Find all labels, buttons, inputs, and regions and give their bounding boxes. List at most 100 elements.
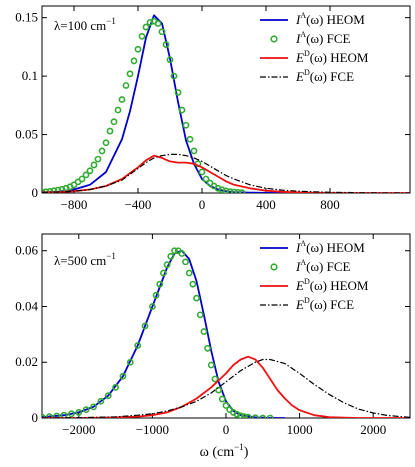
data-point	[174, 89, 182, 96]
bottom-panel: −2000 −1000 0 1000 2000 0 0.02 0.04 0.06 λ=500 cm…	[15, 233, 411, 437]
data-point	[182, 258, 189, 266]
data-point	[134, 342, 142, 349]
data-point	[122, 82, 130, 89]
data-point	[166, 56, 174, 64]
data-point	[222, 402, 230, 409]
legend-label: IA(ω) FCE	[295, 258, 350, 274]
data-point	[178, 250, 186, 257]
data-point	[252, 414, 259, 418]
y-tick-label: 0	[32, 185, 39, 200]
data-point	[226, 188, 234, 193]
data-point	[78, 175, 86, 183]
legend-label: IA(ω) HEOM	[295, 11, 365, 27]
data-point	[86, 167, 94, 175]
data-point	[170, 72, 178, 80]
data-point	[266, 414, 274, 418]
data-point	[97, 397, 105, 405]
data-point	[171, 247, 178, 255]
data-point	[90, 403, 97, 411]
data-point	[82, 406, 90, 414]
y-tick-label: 0.1	[22, 68, 38, 83]
x-tick-label: 0	[199, 197, 206, 212]
data-point	[106, 127, 114, 135]
data-point	[259, 414, 267, 418]
data-point	[167, 252, 175, 260]
panel-annotation: λ=500 cm−1	[54, 251, 116, 268]
x-tick-label: −1000	[136, 422, 169, 437]
data-point	[50, 187, 58, 193]
y-tick-label: 0.05	[15, 127, 38, 142]
y-tick-label: 0.15	[15, 10, 38, 25]
data-point	[211, 375, 219, 383]
plot-area	[42, 247, 410, 418]
x-axis-label: ω (cm−1)	[200, 442, 249, 460]
data-point	[237, 412, 245, 418]
data-point	[204, 344, 211, 352]
data-point	[222, 187, 230, 193]
legend-label: ED(ω) HEOM	[295, 277, 369, 293]
plot-area	[42, 14, 410, 193]
legend-label: IA(ω) FCE	[295, 30, 350, 46]
series-line	[42, 358, 410, 418]
y-tick-label: 0.06	[15, 243, 38, 258]
x-tick-label: −800	[61, 197, 88, 212]
data-point	[244, 413, 252, 418]
x-tick-label: 0	[223, 422, 230, 437]
data-point	[202, 175, 210, 183]
x-tick-label: −2000	[62, 422, 95, 437]
data-point	[142, 23, 150, 31]
x-tick-label: −400	[125, 197, 152, 212]
data-point	[198, 168, 206, 176]
data-point	[158, 28, 166, 36]
data-point	[146, 18, 154, 26]
data-point	[182, 121, 190, 129]
data-point	[218, 186, 226, 193]
data-point	[53, 412, 61, 418]
data-point	[207, 361, 215, 369]
data-point	[98, 147, 106, 155]
data-point	[215, 386, 223, 394]
data-point	[186, 135, 194, 143]
data-point	[193, 294, 200, 302]
data-point	[75, 409, 83, 416]
data-point	[130, 57, 138, 65]
y-tick-label: 0	[32, 410, 39, 425]
data-point	[233, 410, 241, 418]
legend: IA(ω) HEOM IA(ω) FCE ED(ω) HEOM ED(ω) FCE	[260, 239, 369, 312]
data-point	[200, 328, 208, 335]
data-point	[126, 358, 134, 366]
legend-marker	[270, 263, 278, 271]
legend: IA(ω) HEOM IA(ω) FCE ED(ω) HEOM ED(ω) FCE	[260, 11, 369, 84]
y-tick-label: 0.02	[15, 354, 38, 369]
data-point	[241, 413, 248, 418]
legend-label: IA(ω) HEOM	[295, 239, 365, 255]
data-point	[230, 188, 238, 193]
data-point	[126, 70, 134, 78]
data-point	[156, 280, 164, 288]
data-point	[234, 189, 242, 193]
data-point	[68, 410, 75, 418]
x-tick-label: 800	[320, 197, 340, 212]
data-point	[163, 261, 171, 269]
data-point	[90, 161, 98, 169]
data-point	[112, 383, 119, 391]
data-point	[162, 41, 170, 48]
data-point	[185, 269, 193, 277]
x-tick-label: 1000	[287, 422, 313, 437]
data-point	[82, 171, 90, 179]
data-point	[160, 269, 167, 277]
data-point	[94, 155, 102, 163]
x-tick-label: 400	[256, 197, 276, 212]
data-point	[178, 106, 186, 114]
data-point	[104, 392, 112, 400]
data-point	[119, 372, 127, 380]
legend-label: ED(ω) HEOM	[295, 49, 369, 65]
legend-label: ED(ω) FCE	[295, 68, 354, 84]
data-point	[238, 189, 246, 193]
data-point	[138, 32, 146, 40]
top-panel: −800 −400 0 400 800 0 0.05 0.1 0.15 λ=100 cm−1 IA(…	[15, 5, 411, 212]
data-point	[110, 118, 118, 126]
legend-marker	[270, 35, 278, 43]
data-point	[114, 106, 122, 114]
